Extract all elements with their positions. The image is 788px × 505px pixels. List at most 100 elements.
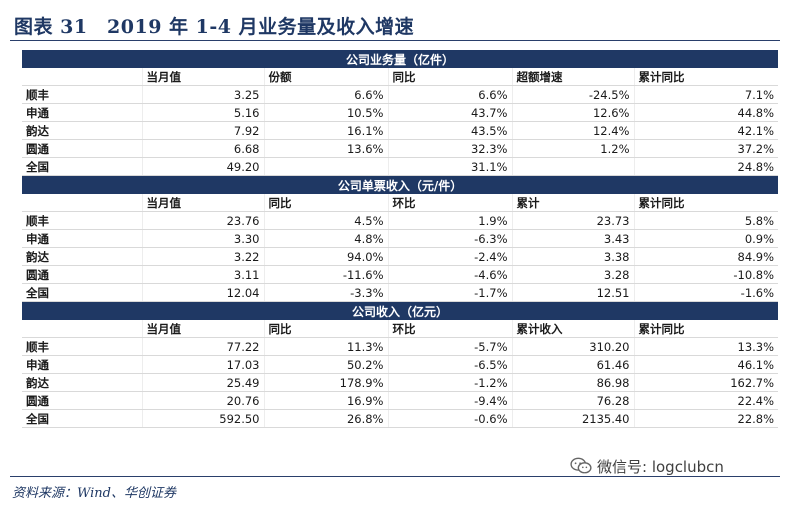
column-header: 累计同比 (634, 68, 779, 86)
table-cell: 61.46 (512, 355, 635, 374)
column-header: 环比 (388, 320, 513, 338)
table-cell: 3.11 (142, 265, 265, 284)
table-cell: 43.5% (388, 121, 513, 140)
column-header (22, 68, 143, 86)
section-title: 公司单票收入（元/件） (22, 175, 779, 194)
table-cell: 5.8% (634, 211, 779, 230)
column-header: 累计收入 (512, 320, 635, 338)
column-header: 累计同比 (634, 320, 779, 338)
column-header: 环比 (388, 194, 513, 212)
table-cell: 76.28 (512, 391, 635, 410)
row-label: 顺丰 (22, 337, 143, 356)
wechat-icon (570, 457, 592, 474)
row-label: 顺丰 (22, 85, 143, 104)
table-row: 圆通 3.11 -11.6% -4.6% 3.28 -10.8% (22, 265, 779, 284)
table-cell: 16.9% (264, 391, 389, 410)
table-row: 全国 49.20 31.1% 24.8% (22, 157, 779, 176)
table-cell: 44.8% (634, 103, 779, 122)
table-row: 圆通 6.68 13.6% 32.3% 1.2% 37.2% (22, 139, 779, 158)
column-header (22, 320, 143, 338)
row-label: 顺丰 (22, 211, 143, 230)
table-cell: -2.4% (388, 247, 513, 266)
table-cell: 3.28 (512, 265, 635, 284)
table-cell: 3.43 (512, 229, 635, 248)
table-cell: -5.7% (388, 337, 513, 356)
table-row: 申通 17.03 50.2% -6.5% 61.46 46.1% (22, 355, 779, 374)
source-note: 资料来源：Wind、华创证券 (12, 486, 176, 501)
table-cell: 31.1% (388, 157, 513, 176)
figure-title: 图表 31 2019 年 1-4 月业务量及收入增速 (14, 16, 415, 38)
column-header-row: 当月值 份额 同比 超额增速 累计同比 (22, 68, 779, 86)
section-header: 公司业务量（亿件） (22, 50, 779, 68)
table-cell: -6.3% (388, 229, 513, 248)
table-cell: 12.4% (512, 121, 635, 140)
table-cell: 1.2% (512, 139, 635, 158)
table-cell: 5.16 (142, 103, 265, 122)
table-cell: 3.38 (512, 247, 635, 266)
table-cell: -11.6% (264, 265, 389, 284)
table-cell (512, 157, 635, 176)
table-cell: 23.73 (512, 211, 635, 230)
table-cell: 49.20 (142, 157, 265, 176)
table-cell: 22.8% (634, 409, 779, 428)
footer-divider (10, 476, 780, 477)
table-cell: 4.5% (264, 211, 389, 230)
table-cell: 7.92 (142, 121, 265, 140)
table-cell: 3.22 (142, 247, 265, 266)
row-label: 圆通 (22, 391, 143, 410)
table-cell: 10.5% (264, 103, 389, 122)
column-header: 累计 (512, 194, 635, 212)
table-cell: 24.8% (634, 157, 779, 176)
row-label: 圆通 (22, 139, 143, 158)
table-cell: 20.76 (142, 391, 265, 410)
table-cell: 162.7% (634, 373, 779, 392)
table-cell: 11.3% (264, 337, 389, 356)
table-cell: 25.49 (142, 373, 265, 392)
column-header-row: 当月值 同比 环比 累计收入 累计同比 (22, 320, 779, 338)
row-label: 申通 (22, 355, 143, 374)
table-cell: 178.9% (264, 373, 389, 392)
table-row: 韵达 25.49 178.9% -1.2% 86.98 162.7% (22, 373, 779, 392)
column-header: 同比 (388, 68, 513, 86)
table-cell: 12.51 (512, 283, 635, 302)
table-cell: 6.6% (264, 85, 389, 104)
table-cell: -6.5% (388, 355, 513, 374)
column-header: 当月值 (142, 68, 265, 86)
table-cell: 6.68 (142, 139, 265, 158)
table-cell: 26.8% (264, 409, 389, 428)
table-cell: 1.9% (388, 211, 513, 230)
row-label: 韵达 (22, 121, 143, 140)
table-cell: 17.03 (142, 355, 265, 374)
table-cell: 77.22 (142, 337, 265, 356)
table-cell (264, 157, 389, 176)
section-title: 公司业务量（亿件） (22, 50, 779, 68)
table-row: 申通 3.30 4.8% -6.3% 3.43 0.9% (22, 229, 779, 248)
table-row: 顺丰 23.76 4.5% 1.9% 23.73 5.8% (22, 211, 779, 230)
table-cell: 84.9% (634, 247, 779, 266)
table-cell: 46.1% (634, 355, 779, 374)
table-cell: 4.8% (264, 229, 389, 248)
table-cell: -1.2% (388, 373, 513, 392)
table-cell: 13.6% (264, 139, 389, 158)
table-row: 顺丰 77.22 11.3% -5.7% 310.20 13.3% (22, 337, 779, 356)
column-header: 当月值 (142, 320, 265, 338)
table-cell: 3.25 (142, 85, 265, 104)
row-label: 圆通 (22, 265, 143, 284)
column-header: 同比 (264, 194, 389, 212)
table-cell: 32.3% (388, 139, 513, 158)
table-row: 圆通 20.76 16.9% -9.4% 76.28 22.4% (22, 391, 779, 410)
table-cell: 7.1% (634, 85, 779, 104)
table-cell: 23.76 (142, 211, 265, 230)
table-cell: 0.9% (634, 229, 779, 248)
table-cell: -3.3% (264, 283, 389, 302)
table-cell: 43.7% (388, 103, 513, 122)
table-cell: 86.98 (512, 373, 635, 392)
table-cell: -9.4% (388, 391, 513, 410)
table-row: 申通 5.16 10.5% 43.7% 12.6% 44.8% (22, 103, 779, 122)
table-cell: 42.1% (634, 121, 779, 140)
row-label: 全国 (22, 283, 143, 302)
table-row: 韵达 7.92 16.1% 43.5% 12.4% 42.1% (22, 121, 779, 140)
data-table-container: 公司业务量（亿件） 当月值 份额 同比 超额增速 累计同比 顺丰 3.25 6.6% 6.6% -2… (22, 50, 779, 428)
column-header: 份额 (264, 68, 389, 86)
table-cell: 310.20 (512, 337, 635, 356)
